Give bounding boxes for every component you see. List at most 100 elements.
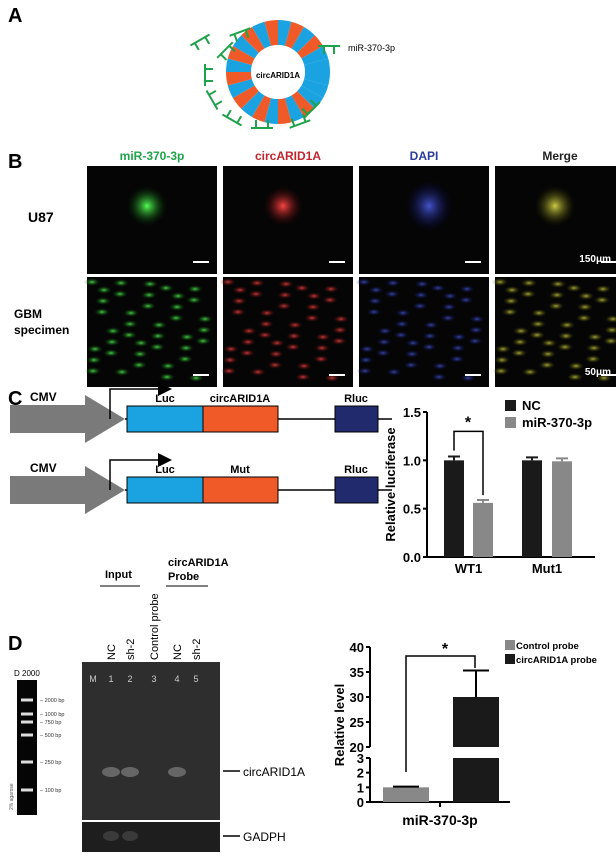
mirna-legend-icon [318, 45, 340, 54]
y-tick-label: 25 [350, 715, 364, 730]
legend-label: Control probe [516, 641, 579, 652]
agarose-label: 2% agarose [9, 783, 15, 810]
lane-number: 3 [151, 674, 156, 684]
insert-label: Mut [230, 464, 250, 476]
cmv-promoter-arrow [10, 466, 125, 514]
tissue-signal [432, 362, 448, 370]
tissue-signal [84, 278, 100, 286]
tissue-signal [250, 368, 266, 376]
tissue-signal [168, 314, 184, 322]
ladder-label: – 750 bp [40, 720, 61, 726]
legend-swatch [505, 417, 516, 428]
tissue-signal [160, 362, 176, 370]
tissue-signal [121, 331, 137, 339]
arrowhead [158, 453, 172, 467]
tissue-signal [187, 285, 203, 293]
tissue-signal [568, 362, 584, 370]
tissue-signal [186, 296, 202, 304]
tissue-signal [179, 333, 195, 341]
legend-swatch [505, 400, 516, 411]
ladder-band [21, 760, 33, 764]
tissue-signal [240, 338, 256, 346]
tissue-signal [511, 349, 527, 357]
ring-segment [278, 98, 292, 124]
tissue-signal [150, 332, 166, 340]
circrna-diagram [189, 20, 330, 129]
cell-signal [535, 186, 575, 226]
ladder-label: – 2000 bp [40, 698, 64, 704]
mirna-icon [301, 99, 321, 119]
tissue-signal [232, 286, 248, 294]
tissue-signal [222, 356, 238, 364]
fluorescence-panel: miR-370-3p circARID1A DAPI Merge U87 GBM speci… [14, 149, 616, 387]
tissue-signal [104, 338, 120, 346]
band-label: GADPH [243, 830, 286, 844]
legend-swatch [505, 640, 515, 650]
error-bar [463, 669, 489, 697]
rluc-box [334, 405, 379, 433]
ring-segment [278, 20, 292, 46]
marker-name: D 2000 [14, 669, 40, 678]
y-tick-label: 3 [357, 751, 364, 766]
ring-segment [291, 26, 315, 53]
tissue-signal [197, 315, 213, 323]
tissue-signal [169, 303, 185, 311]
band-circarid1a [121, 767, 139, 777]
legend-label: miR-370-3p [522, 415, 592, 430]
tissue-signal [133, 339, 149, 347]
tissue-signal [221, 367, 237, 375]
y-axis-label: Relative luciferase [383, 427, 398, 541]
tissue-signal [586, 344, 602, 352]
tissue-signal [585, 355, 601, 363]
tissue-signal [357, 367, 373, 375]
tissue-signal [605, 315, 616, 323]
lane-number: 2 [127, 674, 132, 684]
tissue-signal [358, 356, 374, 364]
tissue-signal [178, 344, 194, 352]
significance-bracket [453, 430, 484, 496]
gel-main [82, 662, 220, 820]
luc-label: Luc [155, 464, 175, 476]
tissue-signal [94, 308, 110, 316]
y-tick-label: 0.5 [403, 502, 421, 517]
gel-gadph-strip [82, 822, 220, 852]
ring-segment [226, 58, 252, 72]
insert-label: circARID1A [210, 393, 271, 405]
tissue-signal [414, 280, 430, 288]
promoter-label: CMV [30, 390, 57, 404]
lane-label: NC [172, 644, 184, 660]
mirna-icon [251, 120, 273, 129]
error-bar [448, 455, 460, 461]
x-tick-label: miR-370-3p [402, 812, 477, 828]
tissue-signal [87, 345, 103, 353]
y-tick-label: 1.5 [403, 405, 421, 420]
tissue-signal [604, 326, 616, 334]
rluc-box [334, 476, 379, 504]
tissue-signal [132, 350, 148, 358]
tissue-signal [258, 320, 274, 328]
x-tick-label: WT1 [455, 561, 482, 576]
transcription-start-arrow [109, 459, 160, 490]
tissue-signal [576, 314, 592, 322]
tissue-signal [549, 291, 565, 299]
ring-segment [304, 58, 330, 72]
panel-label-c: C [8, 388, 22, 410]
tissue-signal [458, 296, 474, 304]
ring-segment [264, 98, 278, 124]
ladder-label: – 100 bp [40, 788, 61, 794]
tissue-signal [386, 368, 402, 376]
tissue-signal [449, 355, 465, 363]
tissue-signal [287, 321, 303, 329]
tissue-signal [257, 331, 273, 339]
tissue-signal [522, 368, 538, 376]
tissue-signal [86, 356, 102, 364]
tissue-signal [359, 345, 375, 353]
tissue-signal [220, 278, 236, 286]
tissue-signal [557, 343, 573, 351]
tissue-signal [430, 284, 446, 292]
lane-label: sh-2 [191, 639, 203, 660]
tissue-signal [315, 333, 331, 341]
tissue-signal [384, 290, 400, 298]
tissue-signal [159, 373, 175, 381]
y-tick-label: 35 [350, 665, 364, 680]
